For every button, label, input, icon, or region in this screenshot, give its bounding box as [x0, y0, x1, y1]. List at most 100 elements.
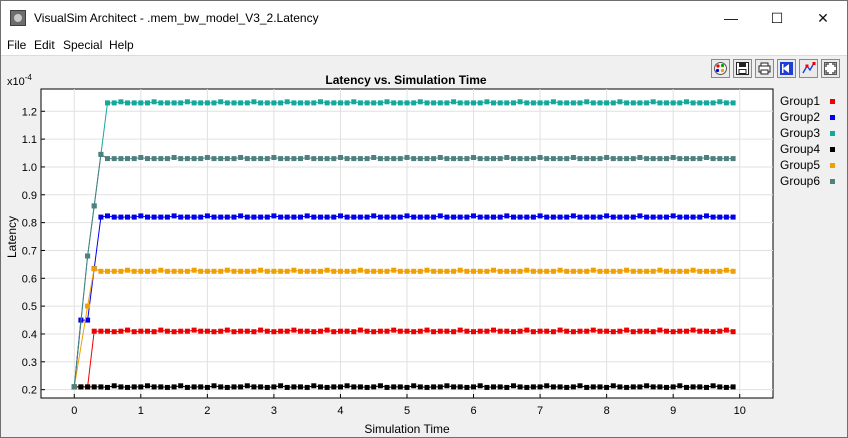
minimize-button[interactable]: — — [724, 10, 738, 26]
data-point — [524, 327, 530, 333]
data-point — [291, 384, 297, 390]
data-point — [357, 384, 363, 390]
data-point — [511, 100, 516, 106]
title-bar[interactable]: VisualSim Architect - .mem_bw_model_V3_2… — [1, 1, 847, 35]
data-point — [304, 268, 310, 274]
data-point — [431, 329, 437, 335]
data-point — [544, 100, 550, 106]
data-point — [331, 100, 337, 106]
close-button[interactable]: ✕ — [817, 10, 829, 26]
menu-help[interactable]: Help — [109, 38, 134, 52]
data-point — [338, 384, 343, 390]
data-point — [457, 214, 463, 220]
data-point — [198, 268, 204, 274]
data-point — [258, 267, 264, 273]
data-point — [218, 99, 224, 105]
data-point — [125, 384, 130, 390]
print-button[interactable] — [755, 59, 774, 78]
data-point — [231, 329, 237, 335]
data-point — [464, 214, 470, 220]
data-point — [464, 268, 470, 274]
data-point — [524, 267, 530, 273]
data-point — [710, 100, 716, 106]
window-title: VisualSim Architect - .mem_bw_model_V3_2… — [34, 11, 319, 25]
data-point — [451, 99, 457, 105]
data-point — [85, 303, 91, 309]
data-point — [497, 328, 503, 334]
save-button[interactable] — [733, 59, 752, 78]
data-point — [650, 99, 656, 105]
data-point — [670, 100, 676, 106]
data-point — [650, 214, 656, 220]
data-point — [204, 384, 210, 390]
x-tick-label: 6 — [470, 405, 476, 417]
data-point — [630, 214, 636, 220]
data-point — [424, 100, 430, 106]
data-point — [411, 156, 417, 162]
data-point — [231, 214, 237, 220]
data-point — [723, 156, 729, 162]
data-point — [131, 100, 137, 106]
data-point — [584, 328, 590, 334]
data-point — [564, 328, 570, 334]
data-point — [85, 253, 91, 259]
data-point — [105, 156, 110, 162]
data-point — [258, 214, 264, 220]
edit-points-button[interactable] — [799, 59, 818, 78]
data-point — [570, 213, 576, 219]
data-point — [191, 384, 197, 390]
data-point — [198, 100, 204, 106]
data-point — [484, 156, 490, 162]
data-point — [584, 156, 590, 162]
data-point — [637, 384, 643, 390]
data-point — [377, 328, 383, 334]
data-point — [164, 268, 170, 274]
maximize-button[interactable]: ☐ — [770, 10, 784, 26]
data-point — [424, 214, 430, 220]
data-point — [710, 383, 716, 389]
menu-file[interactable]: File — [7, 38, 27, 52]
legend: Group1 Group2 Group3 Group4 Group5 Group6 — [780, 94, 835, 188]
data-point — [670, 384, 676, 390]
fit-zoom-button[interactable] — [821, 59, 840, 78]
data-point — [357, 327, 363, 333]
data-point — [537, 268, 543, 274]
series-group1 — [71, 327, 736, 390]
reset-axes-button[interactable] — [777, 59, 796, 78]
data-point — [258, 384, 264, 390]
data-point — [524, 156, 530, 162]
y-multiplier: x10-4 — [7, 73, 32, 88]
data-point — [477, 100, 483, 106]
x-tick-label: 9 — [670, 405, 676, 417]
menu-edit[interactable]: Edit — [34, 38, 55, 52]
data-point — [131, 268, 137, 274]
data-point — [384, 99, 390, 105]
data-point — [610, 383, 616, 389]
data-point — [684, 268, 689, 274]
data-point — [477, 156, 483, 162]
data-point — [537, 213, 543, 219]
data-point — [511, 268, 516, 274]
color-palette-button[interactable] — [711, 59, 730, 78]
data-point — [644, 214, 650, 220]
data-point — [171, 329, 177, 335]
data-point — [397, 100, 403, 106]
data-point — [557, 267, 563, 273]
data-point — [298, 100, 303, 106]
data-point — [457, 267, 463, 273]
data-point — [544, 328, 550, 334]
menu-special[interactable]: Special — [63, 38, 103, 52]
data-point — [717, 268, 723, 274]
data-point — [730, 156, 736, 162]
data-point — [484, 214, 490, 220]
data-point — [291, 267, 297, 273]
data-point — [491, 100, 496, 106]
data-point — [284, 99, 290, 105]
data-point — [238, 384, 244, 390]
reset-axes-icon — [780, 62, 793, 75]
y-tick-label: 0.5 — [22, 301, 37, 313]
data-point — [338, 155, 343, 160]
data-point — [364, 328, 370, 334]
data-point — [138, 213, 144, 219]
data-point — [431, 214, 437, 220]
